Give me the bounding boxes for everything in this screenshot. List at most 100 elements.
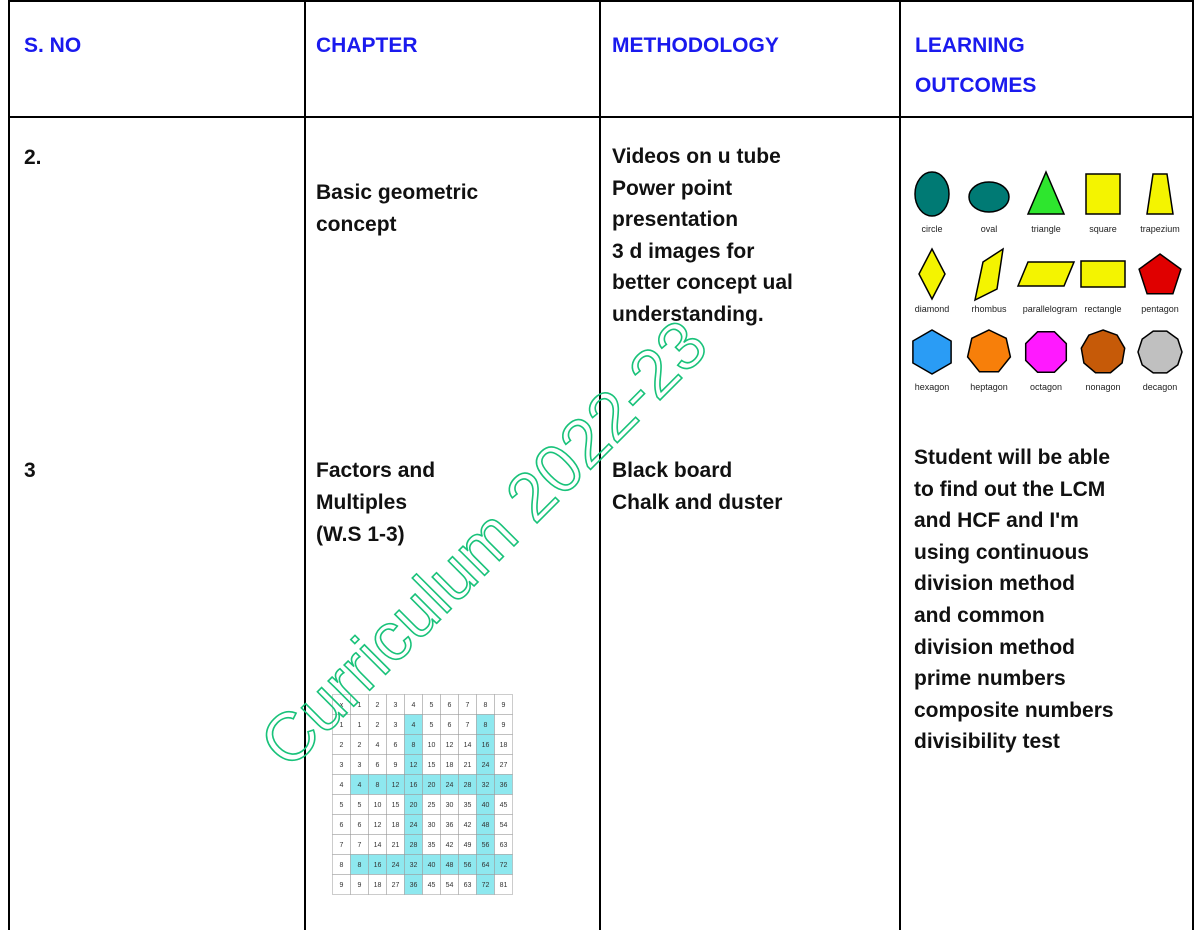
shape-label: octagon bbox=[1030, 382, 1062, 392]
shape bbox=[1024, 330, 1068, 374]
shape-label: pentagon bbox=[1141, 304, 1179, 314]
learning-outcome: composite numbers bbox=[914, 698, 1114, 722]
table-number: 4 bbox=[412, 722, 416, 729]
table-number: 27 bbox=[392, 882, 400, 889]
shape bbox=[968, 181, 1010, 213]
table-number: 24 bbox=[410, 822, 418, 829]
table-number: 9 bbox=[394, 762, 398, 769]
border bbox=[304, 0, 306, 930]
table-number: 4 bbox=[376, 742, 380, 749]
header-cell: METHODOLOGY bbox=[612, 34, 779, 57]
learning-outcome: to find out the LCM bbox=[914, 477, 1106, 501]
shape-label: oval bbox=[981, 224, 998, 234]
shape bbox=[1026, 170, 1066, 215]
table-number: 28 bbox=[464, 782, 472, 789]
table-number: 9 bbox=[358, 882, 362, 889]
table-number: 6 bbox=[448, 722, 452, 729]
table-number: x bbox=[340, 702, 344, 709]
table-number: 20 bbox=[428, 782, 436, 789]
table-number: 81 bbox=[500, 882, 508, 889]
table-number: 3 bbox=[394, 702, 398, 709]
table-number: 7 bbox=[340, 842, 344, 849]
table-number: 8 bbox=[376, 782, 380, 789]
table-number: 12 bbox=[410, 762, 418, 769]
learning-outcome: and HCF and I'm bbox=[914, 509, 1079, 533]
table-number: 5 bbox=[340, 802, 344, 809]
table-number: 30 bbox=[428, 822, 436, 829]
table-cell bbox=[494, 874, 513, 895]
table-number: 3 bbox=[340, 762, 344, 769]
border bbox=[8, 0, 10, 930]
table-number: 4 bbox=[340, 782, 344, 789]
shape-label: trapezium bbox=[1140, 224, 1180, 234]
table-number: 24 bbox=[482, 762, 490, 769]
table-number: 1 bbox=[358, 722, 362, 729]
table-number: 56 bbox=[482, 842, 490, 849]
table-number: 8 bbox=[340, 862, 344, 869]
table-number: 54 bbox=[500, 822, 508, 829]
table-number: 28 bbox=[410, 842, 418, 849]
methodology: better concept ual bbox=[612, 271, 793, 294]
table-number: 7 bbox=[466, 702, 470, 709]
chapter: Basic geometric bbox=[316, 181, 479, 204]
methodology: 3 d images for bbox=[612, 239, 755, 263]
table-number: 15 bbox=[392, 802, 400, 809]
chapter: Factors and bbox=[316, 459, 436, 482]
shape bbox=[1146, 173, 1174, 215]
shape-label: parallelogram bbox=[1023, 304, 1078, 314]
table-number: 9 bbox=[340, 882, 344, 889]
shape bbox=[973, 247, 1004, 302]
multiplication-table: x 1 2 3 4 5 6 7 8 91 1 2 3 4 5 6 7 8 92 2 4 6 8 10 12 14 16 183 3 6 9 1… bbox=[332, 694, 513, 895]
table-number: 9 bbox=[502, 702, 506, 709]
border bbox=[599, 0, 601, 930]
shape-label: hexagon bbox=[915, 382, 950, 392]
shape bbox=[1080, 329, 1126, 374]
table-number: 40 bbox=[482, 802, 490, 809]
border bbox=[899, 0, 901, 930]
methodology: presentation bbox=[612, 208, 739, 231]
table-number: 7 bbox=[466, 722, 470, 729]
methodology: Black board bbox=[612, 459, 733, 482]
table-number: 35 bbox=[428, 842, 436, 849]
table-number: 2 bbox=[340, 742, 344, 749]
table-number: 10 bbox=[428, 742, 436, 749]
table-number: 2 bbox=[376, 702, 380, 709]
table-number: 18 bbox=[392, 822, 400, 829]
table-number: 5 bbox=[430, 702, 434, 709]
table-number: 3 bbox=[358, 762, 362, 769]
learning-outcome: division method bbox=[914, 635, 1076, 659]
table-number: 12 bbox=[446, 742, 454, 749]
table-number: 18 bbox=[446, 762, 454, 769]
table-number: 36 bbox=[500, 782, 508, 789]
learning-outcome: using continuous bbox=[914, 540, 1089, 564]
shape-label: triangle bbox=[1031, 224, 1061, 234]
table-number: 45 bbox=[500, 802, 508, 809]
table-number: 8 bbox=[484, 702, 488, 709]
table-number: 42 bbox=[446, 842, 454, 849]
table-number: 10 bbox=[374, 802, 382, 809]
table-number: 21 bbox=[464, 762, 472, 769]
shape bbox=[1016, 261, 1076, 287]
shape-label: rectangle bbox=[1084, 304, 1121, 314]
table-number: 6 bbox=[340, 822, 344, 829]
shape bbox=[1085, 173, 1121, 215]
shape bbox=[966, 329, 1012, 373]
header-cell: OUTCOMES bbox=[915, 74, 1037, 97]
table-number: 6 bbox=[448, 702, 452, 709]
table-number: 4 bbox=[358, 782, 362, 789]
border bbox=[8, 116, 1194, 118]
table-number: 24 bbox=[392, 862, 400, 869]
table-number: 35 bbox=[464, 802, 472, 809]
serial: 3 bbox=[24, 459, 36, 482]
learning-outcome: prime numbers bbox=[914, 667, 1066, 691]
learning-outcome: Student will be able bbox=[914, 446, 1111, 469]
header-cell: S. NO bbox=[24, 34, 82, 57]
table-number: 49 bbox=[464, 842, 472, 849]
table-number: 12 bbox=[392, 782, 400, 789]
table-number: 30 bbox=[446, 802, 454, 809]
table-number: 32 bbox=[410, 862, 418, 869]
table-number: 72 bbox=[500, 862, 508, 869]
table-number: 32 bbox=[482, 782, 490, 789]
chapter: concept bbox=[316, 213, 397, 236]
